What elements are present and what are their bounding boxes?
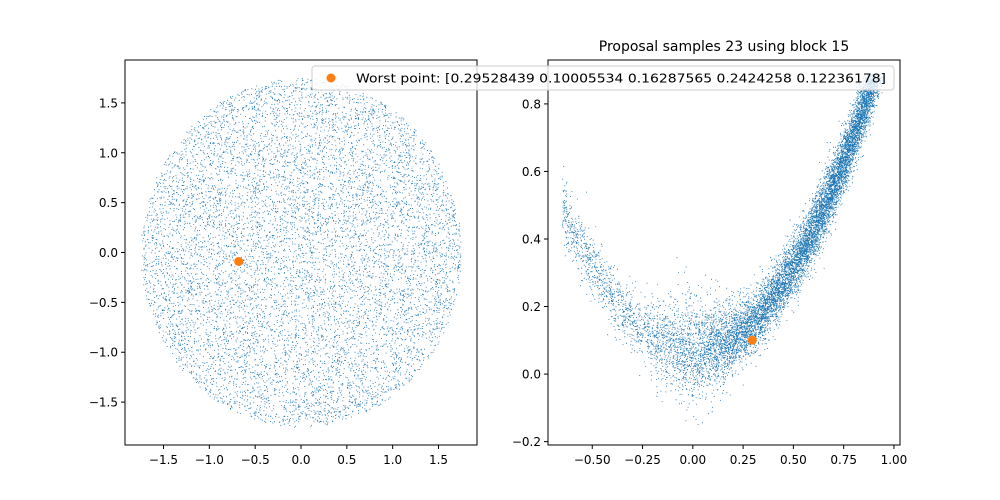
- right-axes-frame: [547, 59, 901, 446]
- right-x-tick-label: 0.00: [679, 453, 706, 467]
- legend-box: [311, 65, 895, 91]
- left-worst-point-marker: [234, 256, 244, 266]
- left-y-ticks: −1.5 −1.0 −0.5 0.0 0.5 1.0 1.5: [89, 96, 125, 410]
- right-x-tick-label: 0.75: [830, 453, 857, 467]
- right-chart-title: Proposal samples 23 using block 15: [599, 39, 849, 55]
- right-x-tick-label: −0.25: [624, 453, 661, 467]
- left-y-tick-label: −1.5: [89, 396, 118, 410]
- right-y-tick-label: −0.2: [512, 435, 541, 449]
- left-x-tick-label: −1.0: [195, 453, 224, 467]
- left-x-tick-label: −0.5: [241, 453, 270, 467]
- right-worst-point-layer: [747, 335, 757, 345]
- right-y-tick-label: 0.0: [522, 368, 541, 382]
- left-y-tick-label: 1.0: [99, 146, 118, 160]
- right-y-ticks: −0.2 0.0 0.2 0.4 0.6 0.8: [512, 97, 548, 449]
- left-x-ticks: −1.5 −1.0 −0.5 0.0 0.5 1.0 1.5: [149, 445, 448, 467]
- right-axes: −0.50 −0.25 0.00 0.25 0.50 0.75 1.00 −0.2 0.0 0.…: [512, 39, 907, 467]
- left-x-tick-label: 0.0: [291, 453, 310, 467]
- left-y-tick-label: 0.5: [99, 196, 118, 210]
- right-x-tick-label: 1.00: [881, 453, 908, 467]
- right-y-tick-label: 0.2: [522, 300, 541, 314]
- legend-marker-worst-point: [326, 73, 336, 83]
- left-y-tick-label: 1.5: [99, 96, 118, 110]
- left-worst-point-layer: [234, 256, 244, 266]
- legend: Worst point: [0.29528439 0.10005534 0.16…: [311, 65, 895, 91]
- left-x-tick-label: 0.5: [337, 453, 356, 467]
- legend-label-worst-point: Worst point: [0.29528439 0.10005534 0.16…: [356, 72, 886, 86]
- right-x-tick-label: −0.50: [574, 453, 611, 467]
- right-x-ticks: −0.50 −0.25 0.00 0.25 0.50 0.75 1.00: [574, 445, 907, 467]
- right-y-tick-label: 0.6: [522, 165, 541, 179]
- left-y-tick-label: 0.0: [99, 246, 118, 260]
- left-x-tick-label: 1.5: [429, 453, 448, 467]
- right-y-tick-label: 0.8: [522, 97, 541, 111]
- left-x-tick-label: 1.0: [383, 453, 402, 467]
- right-worst-point-marker: [747, 335, 757, 345]
- right-x-tick-label: 0.50: [780, 453, 807, 467]
- left-y-tick-label: −0.5: [89, 296, 118, 310]
- left-y-tick-label: −1.0: [89, 346, 118, 360]
- right-x-tick-label: 0.25: [730, 453, 757, 467]
- right-y-tick-label: 0.4: [522, 232, 541, 246]
- left-x-tick-label: −1.5: [149, 453, 178, 467]
- left-axes: −1.5 −1.0 −0.5 0.0 0.5 1.0 1.5 −1.5 −1.0 −0.5 0.0…: [89, 59, 478, 467]
